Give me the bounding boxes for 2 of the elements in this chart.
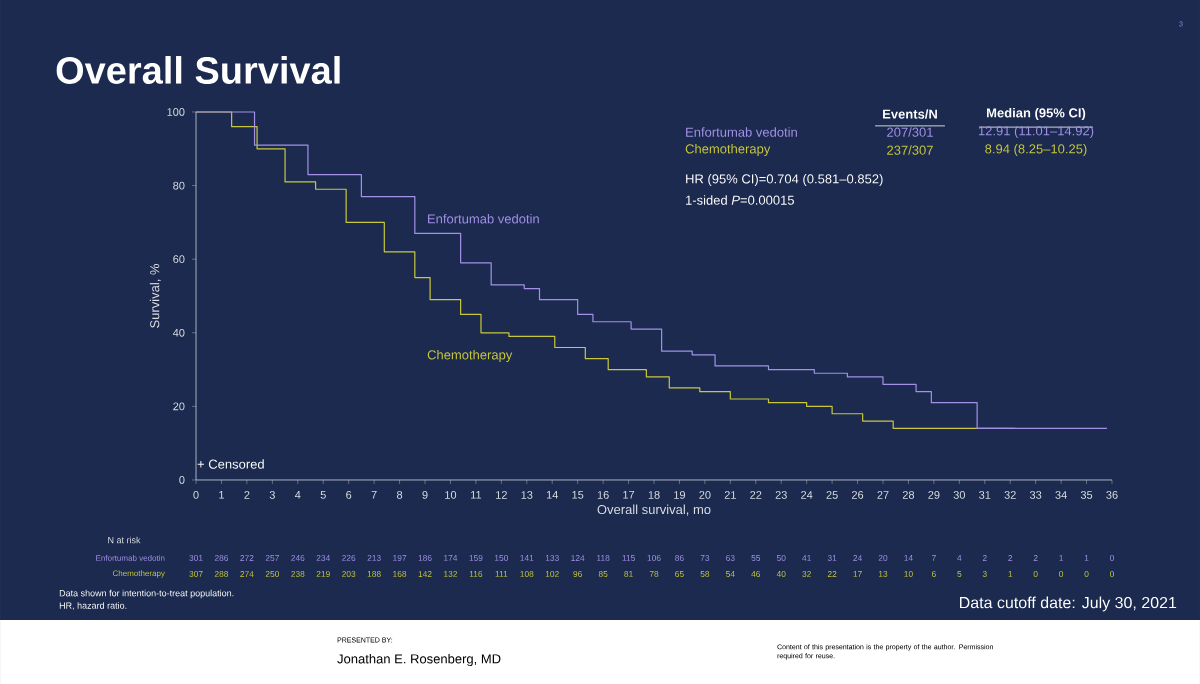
- chart-title: Overall Survival: [56, 56, 340, 84]
- text: Data cutoff date: July 30, 2021: [960, 596, 1177, 612]
